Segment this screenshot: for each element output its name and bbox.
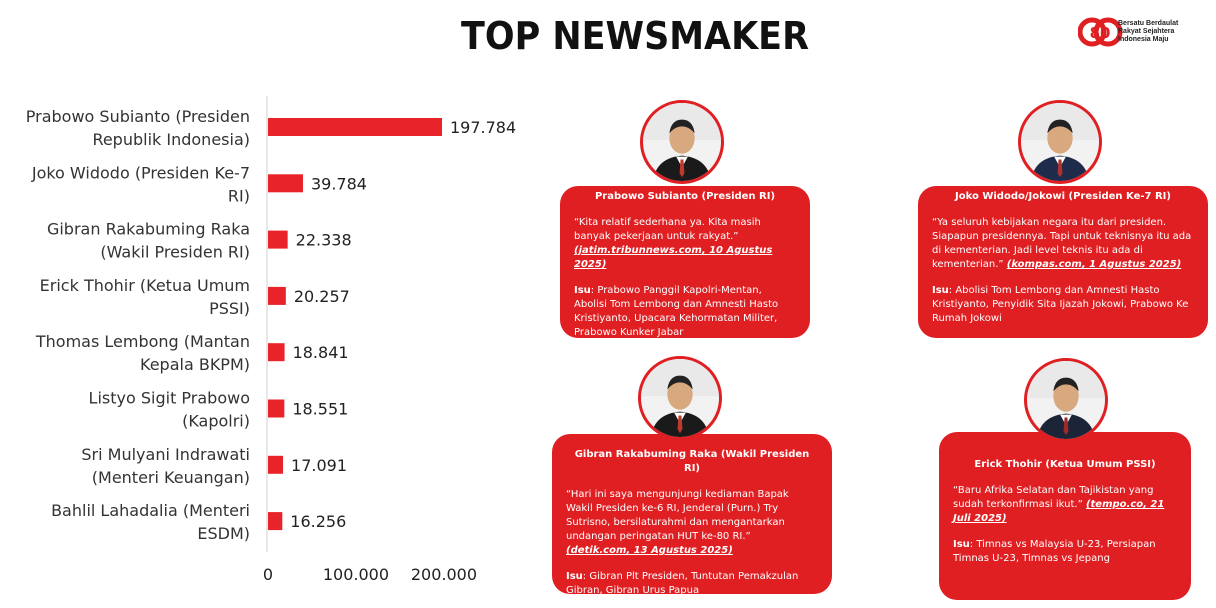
category-label: Sri Mulyani Indrawati (81, 445, 250, 464)
card-name: Erick Thohir (Ketua Umum PSSI) (974, 459, 1156, 470)
person-portrait-icon (1027, 361, 1105, 439)
avatar-erick (1024, 358, 1108, 442)
card-issues: Isu: Timnas vs Malaysia U-23, Persiapan … (953, 538, 1177, 566)
x-tick-label: 200.000 (411, 565, 477, 584)
quote-text: “Ya seluruh kebijakan negara itu dari pr… (932, 217, 1192, 270)
bar-value-label: 39.784 (311, 174, 367, 193)
newsmaker-card-prabowo: Prabowo Subianto (Presiden RI) “Kita rel… (560, 186, 810, 338)
bar-value-label: 197.784 (450, 118, 516, 137)
avatar-gibran (638, 356, 722, 440)
card-quote: “Baru Afrika Selatan dan Tajikistan yang… (953, 484, 1177, 526)
category-label: Prabowo Subianto (Presiden (26, 107, 250, 126)
anniversary-80-logo: 80 (1078, 17, 1123, 47)
category-label: (Kapolri) (182, 412, 250, 431)
bar-chart: 197.784 Prabowo Subianto (Presiden Republi… (26, 96, 516, 584)
issues-text: : Timnas vs Malaysia U-23, Persiapan Tim… (953, 539, 1156, 564)
logo-line: Rakyat Sejahtera (1118, 28, 1175, 35)
bar-value-label: 18.551 (292, 400, 348, 419)
category-label: RI) (228, 186, 250, 205)
quote-source: (detik.com, 13 Agustus 2025) (566, 545, 733, 556)
issues-label: Isu (566, 571, 583, 582)
person-portrait-icon (643, 103, 721, 181)
x-tick-label: 0 (263, 565, 273, 584)
category-label: PSSI) (209, 299, 250, 318)
bar-value-label: 18.841 (293, 343, 349, 362)
category-label: Gibran Rakabuming Raka (47, 220, 250, 239)
bar (268, 286, 286, 305)
quote-text: “Kita relatif sederhana ya. Kita masih b… (574, 217, 761, 242)
logo-line: Bersatu Berdaulat (1118, 20, 1179, 27)
logo-tagline: Bersatu Berdaulat Rakyat Sejahtera Indon… (1118, 20, 1178, 44)
category-label: Bahlil Lahadalia (Menteri (51, 501, 250, 520)
card-quote: “Ya seluruh kebijakan negara itu dari pr… (932, 216, 1194, 272)
card-issues: Isu: Gibran Plt Presiden, Tuntutan Pemak… (566, 570, 818, 598)
newsmaker-card-jokowi: Joko Widodo/Jokowi (Presiden Ke-7 RI) “Y… (918, 186, 1208, 338)
person-portrait-icon (1021, 103, 1099, 181)
card-name: Joko Widodo/Jokowi (Presiden Ke-7 RI) (955, 191, 1171, 202)
bar (268, 455, 284, 474)
bar-value-label: 16.256 (290, 512, 346, 531)
category-label: Thomas Lembong (Mantan (35, 332, 250, 351)
page-title: TOP NEWSMAKER (461, 14, 809, 58)
category-label: (Menteri Keuangan) (92, 468, 250, 487)
category-label: Republik Indonesia) (92, 130, 250, 149)
issues-label: Isu (953, 539, 970, 550)
bar-value-label: 17.091 (291, 456, 347, 475)
person-portrait-icon (641, 359, 719, 437)
card-name: Prabowo Subianto (Presiden RI) (594, 191, 776, 202)
card-name: Gibran Rakabuming Raka (Wakil Presiden R… (574, 449, 810, 474)
card-quote: “Kita relatif sederhana ya. Kita masih b… (574, 216, 796, 272)
bar (268, 399, 285, 418)
avatar-jokowi (1018, 100, 1102, 184)
category-label: (Wakil Presiden RI) (100, 243, 250, 262)
quote-text: “Baru Afrika Selatan dan Tajikistan yang… (953, 485, 1154, 510)
issues-label: Isu (932, 285, 949, 296)
category-label: Joko Widodo (Presiden Ke-7 (31, 163, 250, 182)
bar (268, 118, 442, 136)
logo-number: 80 (1090, 24, 1111, 42)
bar-value-label: 20.257 (294, 287, 350, 306)
category-label: Kepala BKPM) (140, 355, 250, 374)
quote-source: (jatim.tribunnews.com, 10 Agustus 2025) (574, 245, 773, 270)
issues-label: Isu (574, 285, 591, 296)
x-tick-label: 100.000 (323, 565, 389, 584)
newsmaker-card-erick: Erick Thohir (Ketua Umum PSSI) “Baru Afr… (939, 432, 1191, 600)
quote-text: “Hari ini saya mengunjungi kediaman Bapa… (566, 489, 789, 542)
issues-text: : Abolisi Tom Lembong dan Amnesti Hasto … (932, 285, 1189, 324)
bar (268, 230, 288, 249)
card-issues: Isu: Abolisi Tom Lembong dan Amnesti Has… (932, 284, 1194, 326)
logo-line: Indonesia Maju (1118, 36, 1169, 43)
bar (268, 512, 283, 531)
bar (268, 174, 303, 193)
quote-source: (tempo.co, 21 Juli 2025) (953, 499, 1165, 524)
bar (268, 343, 285, 362)
category-label: Erick Thohir (Ketua Umum (40, 276, 250, 295)
quote-source: (kompas.com, 1 Agustus 2025) (1006, 259, 1182, 270)
category-label: ESDM) (197, 524, 250, 543)
bar-value-label: 22.338 (296, 231, 352, 250)
issues-text: : Gibran Plt Presiden, Tuntutan Pemakzul… (566, 571, 799, 596)
avatar-prabowo (640, 100, 724, 184)
issues-text: : Prabowo Panggil Kapolri-Mentan, Abolis… (574, 285, 779, 338)
card-issues: Isu: Prabowo Panggil Kapolri-Mentan, Abo… (574, 284, 796, 340)
card-quote: “Hari ini saya mengunjungi kediaman Bapa… (566, 488, 818, 558)
category-label: Listyo Sigit Prabowo (89, 389, 250, 408)
newsmaker-card-gibran: Gibran Rakabuming Raka (Wakil Presiden R… (552, 434, 832, 596)
